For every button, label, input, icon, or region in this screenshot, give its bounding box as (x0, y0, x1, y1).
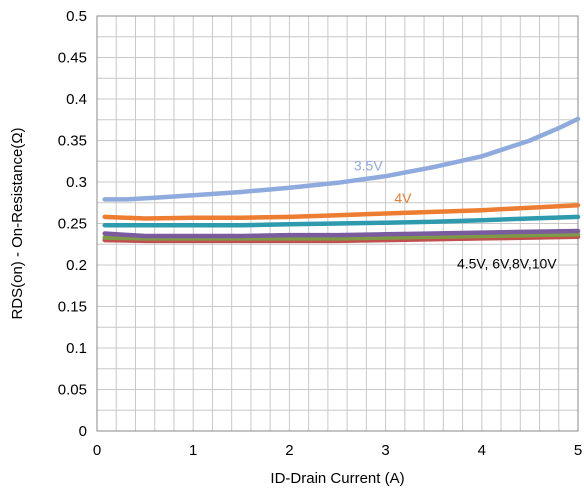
y-axis-title: RDS(on) - On-Resistance(Ω) (9, 127, 26, 319)
series-line (102, 214, 581, 228)
series-line (102, 234, 581, 244)
series-group (102, 116, 581, 244)
x-tick-labels: 0 1 2 3 4 5 (93, 442, 582, 459)
y-tick-label: 0.2 (66, 257, 87, 274)
y-tick-label: 0.5 (66, 8, 87, 25)
x-tick-label: 2 (285, 442, 293, 459)
y-tick-label: 0.1 (66, 340, 87, 357)
y-tick-label: 0.15 (58, 299, 87, 316)
series-line (102, 202, 581, 221)
y-tick-label: 0.25 (58, 216, 87, 233)
series-annotation: 4.5V, 6V,8V,10V (457, 255, 557, 271)
series-annotation: 3.5V (354, 157, 383, 173)
plot-frame (96, 15, 579, 432)
series-annotation: 4V (394, 190, 412, 206)
annotations: 3.5V 4V 4.5V, 6V,8V,10V (354, 157, 557, 271)
series-line (102, 232, 581, 241)
x-tick-label: 4 (478, 442, 486, 459)
y-tick-label: 0.05 (58, 382, 87, 399)
y-tick-label: 0.45 (58, 50, 87, 67)
y-tick-labels: 0 0.05 0.1 0.15 0.2 0.25 0.3 0.35 0.4 0.45 0.5 (58, 8, 87, 440)
x-tick-label: 1 (189, 442, 197, 459)
x-tick-label: 3 (381, 442, 389, 459)
series-line (102, 116, 581, 202)
y-tick-label: 0 (79, 423, 87, 440)
x-tick-label: 0 (93, 442, 101, 459)
x-tick-label: 5 (574, 442, 582, 459)
x-axis-title: ID-Drain Current (A) (270, 470, 404, 487)
y-tick-label: 0.4 (66, 91, 87, 108)
series-line (102, 228, 581, 239)
y-tick-label: 0.35 (58, 133, 87, 150)
y-tick-label: 0.3 (66, 174, 87, 191)
